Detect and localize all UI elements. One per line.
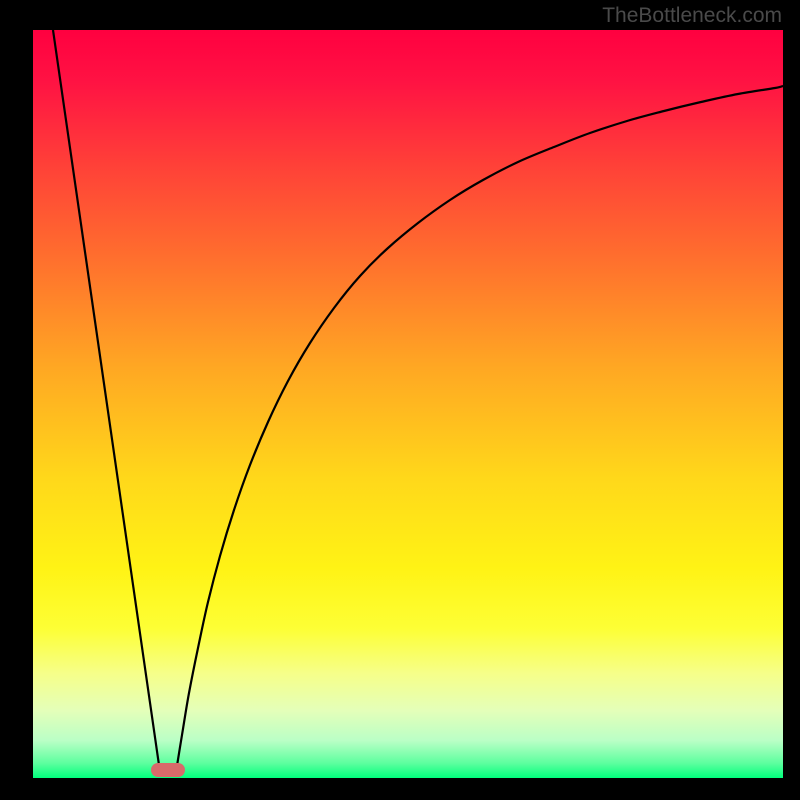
- curve-overlay: [33, 30, 783, 778]
- chart-container: TheBottleneck.com: [0, 0, 800, 800]
- right-curve: [176, 86, 783, 772]
- bottom-marker: [151, 763, 185, 777]
- left-line: [53, 30, 160, 772]
- plot-area: [33, 30, 783, 778]
- watermark-text: TheBottleneck.com: [602, 4, 782, 28]
